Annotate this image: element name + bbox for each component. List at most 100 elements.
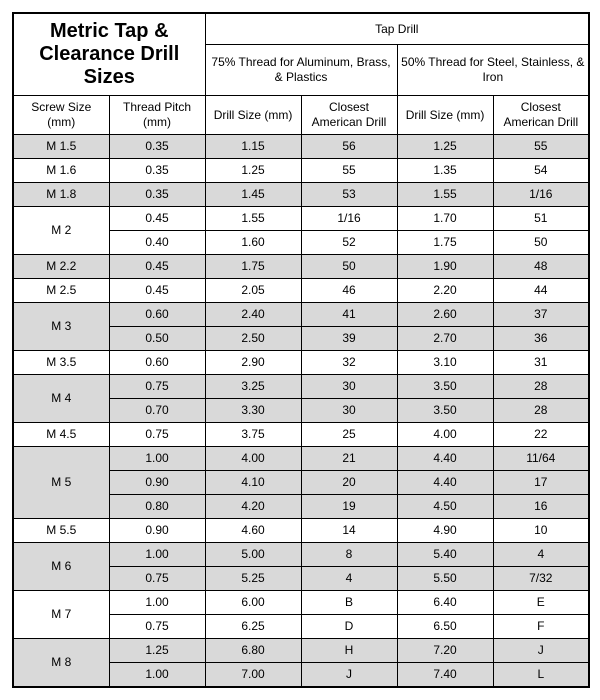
cell-american-50: 44 — [493, 279, 589, 303]
table-row: M 5.50.904.60144.9010 — [13, 519, 589, 543]
cell-american-75: 52 — [301, 231, 397, 255]
cell-drill-75: 4.60 — [205, 519, 301, 543]
hdr-pitch: Thread Pitch (mm) — [109, 96, 205, 135]
cell-american-50: 1/16 — [493, 183, 589, 207]
cell-american-75: 8 — [301, 543, 397, 567]
cell-american-50: 31 — [493, 351, 589, 375]
cell-drill-75: 5.00 — [205, 543, 301, 567]
cell-drill-75: 1.75 — [205, 255, 301, 279]
cell-drill-50: 2.60 — [397, 303, 493, 327]
cell-pitch: 1.00 — [109, 447, 205, 471]
cell-screw-size: M 1.6 — [13, 159, 109, 183]
cell-drill-75: 2.40 — [205, 303, 301, 327]
cell-screw-size: M 8 — [13, 639, 109, 688]
cell-drill-75: 6.80 — [205, 639, 301, 663]
cell-drill-50: 6.50 — [397, 615, 493, 639]
table-row: M 20.451.551/161.7051 — [13, 207, 589, 231]
cell-drill-75: 6.25 — [205, 615, 301, 639]
cell-american-50: 48 — [493, 255, 589, 279]
cell-drill-75: 7.00 — [205, 663, 301, 688]
cell-pitch: 0.45 — [109, 255, 205, 279]
cell-american-50: 55 — [493, 135, 589, 159]
cell-american-50: 36 — [493, 327, 589, 351]
cell-pitch: 0.75 — [109, 567, 205, 591]
cell-drill-50: 4.40 — [397, 447, 493, 471]
table-title: Metric Tap & Clearance Drill Sizes — [13, 13, 205, 96]
cell-american-75: 41 — [301, 303, 397, 327]
cell-american-50: 17 — [493, 471, 589, 495]
cell-american-50: 10 — [493, 519, 589, 543]
cell-screw-size: M 3.5 — [13, 351, 109, 375]
cell-american-50: F — [493, 615, 589, 639]
table-row: M 1.50.351.15561.2555 — [13, 135, 589, 159]
cell-drill-50: 1.75 — [397, 231, 493, 255]
cell-american-50: 37 — [493, 303, 589, 327]
cell-drill-75: 2.05 — [205, 279, 301, 303]
cell-drill-75: 2.90 — [205, 351, 301, 375]
cell-drill-50: 4.90 — [397, 519, 493, 543]
cell-drill-75: 1.25 — [205, 159, 301, 183]
cell-pitch: 1.00 — [109, 663, 205, 688]
cell-drill-50: 4.50 — [397, 495, 493, 519]
cell-drill-50: 3.50 — [397, 375, 493, 399]
cell-drill-75: 2.50 — [205, 327, 301, 351]
cell-american-50: 54 — [493, 159, 589, 183]
cell-american-75: 32 — [301, 351, 397, 375]
cell-drill-75: 3.25 — [205, 375, 301, 399]
cell-american-75: 25 — [301, 423, 397, 447]
cell-pitch: 0.45 — [109, 279, 205, 303]
cell-drill-50: 5.50 — [397, 567, 493, 591]
cell-drill-75: 4.00 — [205, 447, 301, 471]
cell-pitch: 1.25 — [109, 639, 205, 663]
table-row: M 30.602.40412.6037 — [13, 303, 589, 327]
cell-drill-50: 1.35 — [397, 159, 493, 183]
cell-drill-50: 1.70 — [397, 207, 493, 231]
cell-american-75: 46 — [301, 279, 397, 303]
cell-american-75: J — [301, 663, 397, 688]
table-row: M 3.50.602.90323.1031 — [13, 351, 589, 375]
cell-american-75: 4 — [301, 567, 397, 591]
cell-american-50: 28 — [493, 399, 589, 423]
cell-pitch: 0.60 — [109, 351, 205, 375]
cell-pitch: 0.40 — [109, 231, 205, 255]
table-row: M 1.80.351.45531.551/16 — [13, 183, 589, 207]
cell-drill-75: 1.15 — [205, 135, 301, 159]
table-row: M 61.005.0085.404 — [13, 543, 589, 567]
cell-pitch: 0.90 — [109, 519, 205, 543]
cell-drill-50: 1.55 — [397, 183, 493, 207]
cell-american-50: 16 — [493, 495, 589, 519]
cell-drill-75: 1.60 — [205, 231, 301, 255]
cell-pitch: 0.75 — [109, 615, 205, 639]
cell-american-50: J — [493, 639, 589, 663]
cell-drill-50: 1.25 — [397, 135, 493, 159]
cell-drill-50: 5.40 — [397, 543, 493, 567]
cell-drill-75: 4.10 — [205, 471, 301, 495]
cell-american-50: L — [493, 663, 589, 688]
cell-drill-75: 3.75 — [205, 423, 301, 447]
cell-drill-75: 6.00 — [205, 591, 301, 615]
cell-american-75: B — [301, 591, 397, 615]
cell-pitch: 0.35 — [109, 135, 205, 159]
cell-american-75: D — [301, 615, 397, 639]
cell-drill-50: 1.90 — [397, 255, 493, 279]
hdr-ca75: Closest American Drill — [301, 96, 397, 135]
table-body: M 1.50.351.15561.2555M 1.60.351.25551.35… — [13, 135, 589, 688]
cell-american-50: 4 — [493, 543, 589, 567]
cell-screw-size: M 4 — [13, 375, 109, 423]
cell-drill-50: 4.00 — [397, 423, 493, 447]
cell-pitch: 0.35 — [109, 183, 205, 207]
hdr-ds50: Drill Size (mm) — [397, 96, 493, 135]
hdr-75: 75% Thread for Aluminum, Brass, & Plasti… — [205, 45, 397, 96]
cell-american-75: 55 — [301, 159, 397, 183]
cell-american-75: H — [301, 639, 397, 663]
cell-drill-75: 1.55 — [205, 207, 301, 231]
cell-drill-50: 3.10 — [397, 351, 493, 375]
cell-screw-size: M 5.5 — [13, 519, 109, 543]
cell-screw-size: M 3 — [13, 303, 109, 351]
cell-pitch: 0.35 — [109, 159, 205, 183]
cell-screw-size: M 6 — [13, 543, 109, 591]
cell-american-75: 30 — [301, 375, 397, 399]
table-row: M 40.753.25303.5028 — [13, 375, 589, 399]
cell-american-75: 19 — [301, 495, 397, 519]
cell-screw-size: M 4.5 — [13, 423, 109, 447]
